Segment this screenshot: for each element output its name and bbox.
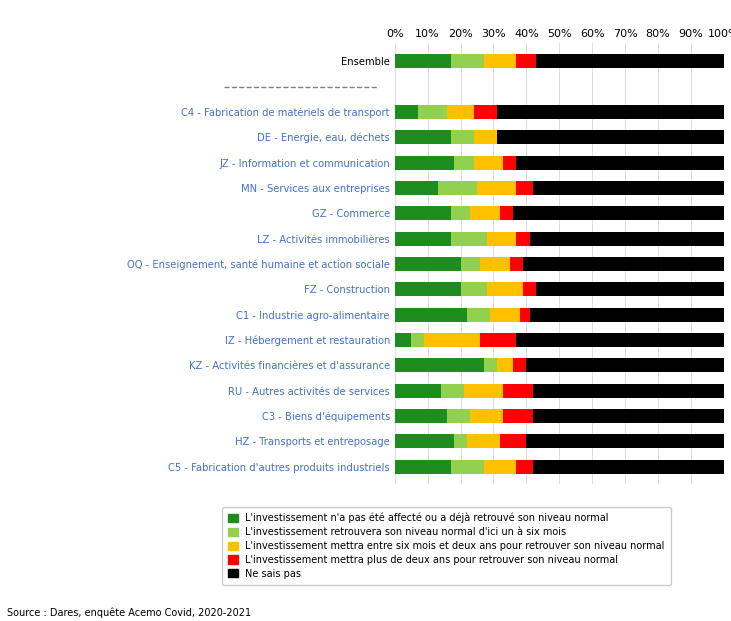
Bar bbox=[523, 257, 724, 271]
Bar bbox=[463, 384, 503, 397]
Bar bbox=[395, 257, 461, 271]
Bar bbox=[513, 206, 724, 220]
Bar bbox=[484, 54, 516, 68]
Bar bbox=[510, 257, 523, 271]
Bar bbox=[441, 384, 463, 397]
Bar bbox=[516, 181, 533, 195]
Bar bbox=[526, 434, 724, 448]
Bar bbox=[520, 307, 529, 322]
Bar bbox=[529, 307, 724, 322]
Bar bbox=[395, 434, 454, 448]
Bar bbox=[513, 358, 526, 372]
Bar bbox=[529, 232, 724, 245]
Bar bbox=[395, 333, 411, 347]
Legend: L'investissement n'a pas été affecté ou a déjà retrouvé son niveau normal, L'inv: L'investissement n'a pas été affecté ou … bbox=[222, 507, 670, 584]
Bar bbox=[395, 54, 450, 68]
Bar bbox=[497, 358, 513, 372]
Bar bbox=[395, 206, 450, 220]
Bar bbox=[474, 156, 503, 170]
Bar bbox=[471, 409, 503, 423]
Bar bbox=[480, 333, 516, 347]
Bar bbox=[484, 358, 497, 372]
Bar bbox=[450, 130, 474, 144]
Bar bbox=[533, 181, 724, 195]
Bar bbox=[437, 181, 477, 195]
Bar bbox=[477, 181, 516, 195]
Bar bbox=[424, 333, 480, 347]
Bar bbox=[503, 156, 516, 170]
Bar bbox=[395, 283, 461, 296]
Bar bbox=[395, 130, 450, 144]
Bar bbox=[533, 409, 724, 423]
Bar bbox=[500, 206, 513, 220]
Bar bbox=[454, 156, 474, 170]
Bar bbox=[487, 232, 516, 245]
Bar bbox=[500, 434, 526, 448]
Bar bbox=[395, 181, 437, 195]
Bar bbox=[395, 156, 454, 170]
Bar bbox=[471, 206, 500, 220]
Bar bbox=[447, 409, 471, 423]
Bar bbox=[533, 384, 724, 397]
Bar bbox=[395, 460, 450, 474]
Bar bbox=[516, 333, 724, 347]
Bar bbox=[536, 283, 724, 296]
Bar bbox=[395, 105, 418, 119]
Bar bbox=[533, 460, 724, 474]
Bar bbox=[450, 232, 487, 245]
Bar bbox=[450, 460, 484, 474]
Bar bbox=[480, 257, 510, 271]
Bar bbox=[467, 434, 500, 448]
Bar bbox=[526, 358, 724, 372]
Bar bbox=[536, 54, 724, 68]
Bar bbox=[418, 105, 447, 119]
Bar bbox=[523, 283, 536, 296]
Bar bbox=[454, 434, 467, 448]
Bar bbox=[497, 130, 724, 144]
Bar bbox=[411, 333, 424, 347]
Bar bbox=[503, 409, 533, 423]
Bar bbox=[516, 54, 536, 68]
Bar bbox=[395, 384, 441, 397]
Bar bbox=[484, 460, 516, 474]
Bar bbox=[450, 54, 484, 68]
Bar bbox=[395, 409, 447, 423]
Bar bbox=[467, 307, 490, 322]
Bar bbox=[461, 257, 480, 271]
Bar bbox=[487, 283, 523, 296]
Bar bbox=[461, 283, 487, 296]
Bar bbox=[447, 105, 474, 119]
Text: Source : Dares, enquête Acemo Covid, 2020-2021: Source : Dares, enquête Acemo Covid, 202… bbox=[7, 607, 251, 618]
Bar bbox=[474, 130, 497, 144]
Bar bbox=[474, 105, 497, 119]
Bar bbox=[450, 206, 471, 220]
Bar bbox=[395, 307, 467, 322]
Bar bbox=[395, 232, 450, 245]
Bar bbox=[516, 460, 533, 474]
Bar bbox=[516, 232, 529, 245]
Bar bbox=[503, 384, 533, 397]
Bar bbox=[516, 156, 724, 170]
Bar bbox=[490, 307, 520, 322]
Bar bbox=[395, 358, 484, 372]
Bar bbox=[497, 105, 724, 119]
